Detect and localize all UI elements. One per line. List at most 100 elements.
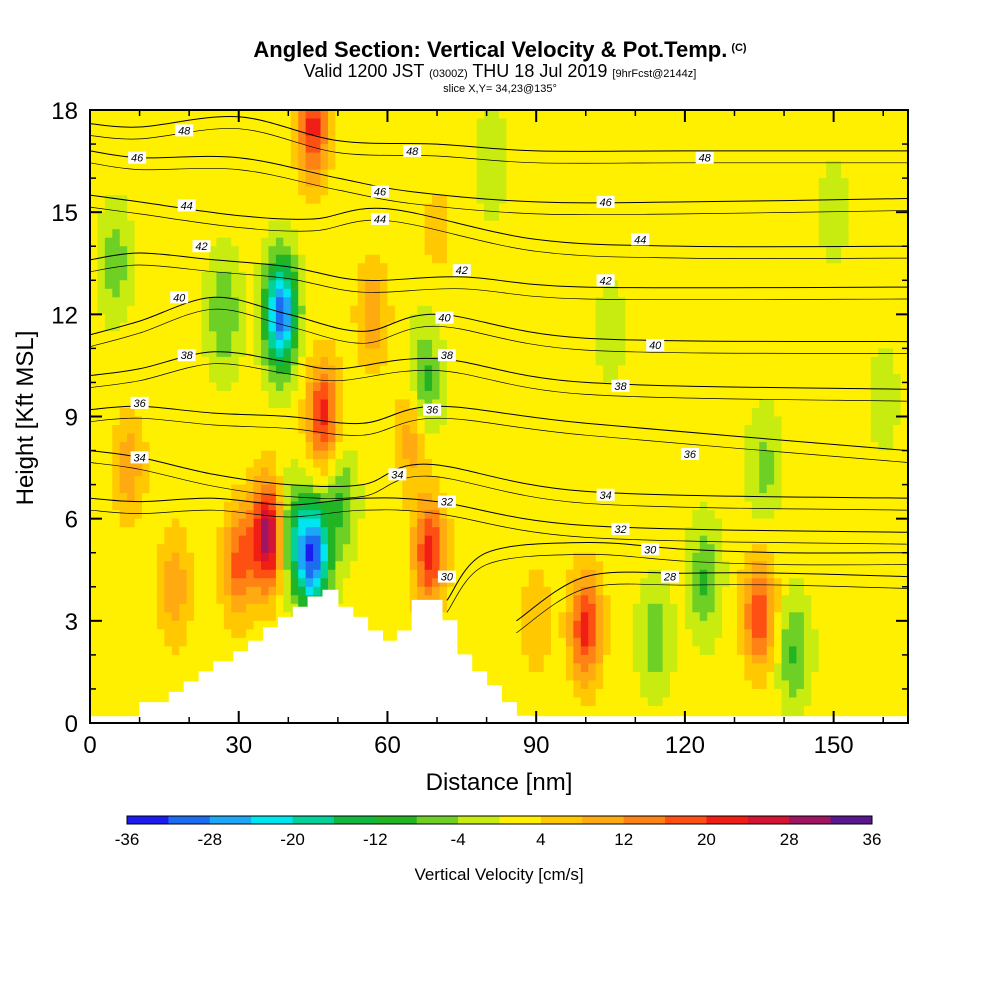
heatmap-cell — [365, 127, 374, 137]
heatmap-cell — [513, 518, 522, 528]
heatmap-cell — [238, 186, 247, 196]
heatmap-cell — [97, 127, 106, 137]
heatmap-cell — [134, 373, 143, 384]
heatmap-cell — [342, 212, 351, 222]
heatmap-cell — [461, 442, 470, 452]
heatmap-cell — [142, 365, 151, 375]
heatmap-cell — [424, 229, 433, 239]
heatmap-cell — [290, 254, 299, 264]
heatmap-cell — [491, 178, 500, 188]
heatmap-cell — [149, 127, 158, 137]
heatmap-cell — [573, 629, 582, 639]
heatmap-cell — [342, 169, 351, 179]
heatmap-cell — [342, 382, 351, 392]
heatmap-cell — [446, 510, 455, 520]
heatmap-cell — [127, 688, 136, 699]
heatmap-cell — [327, 288, 336, 298]
heatmap-cell — [551, 135, 560, 145]
chart-title-block: Angled Section: Vertical Velocity & Pot.… — [0, 36, 1000, 96]
heatmap-cell — [149, 442, 158, 452]
heatmap-cell — [506, 135, 515, 145]
heatmap-cell — [283, 263, 292, 273]
heatmap-cell — [417, 442, 426, 452]
heatmap-cell — [238, 407, 247, 418]
heatmap-cell — [179, 586, 188, 596]
heatmap-cell — [476, 603, 485, 613]
heatmap-cell — [565, 271, 574, 281]
heatmap-cell — [461, 425, 470, 435]
heatmap-cell — [119, 688, 128, 699]
heatmap-cell — [97, 263, 106, 273]
heatmap-cell — [409, 535, 418, 545]
heatmap-cell — [417, 535, 426, 545]
heatmap-cell — [201, 629, 210, 639]
heatmap-cell — [387, 178, 396, 188]
heatmap-cell — [506, 450, 515, 460]
heatmap-cell — [253, 178, 262, 188]
heatmap-cell — [342, 450, 351, 460]
heatmap-cell — [402, 612, 411, 622]
heatmap-cell — [142, 280, 151, 290]
heatmap-cell — [380, 586, 389, 596]
heatmap-cell — [506, 110, 515, 120]
heatmap-cell — [521, 118, 530, 128]
heatmap-cell — [558, 697, 567, 707]
heatmap-cell — [484, 178, 493, 188]
heatmap-cell — [97, 501, 106, 511]
heatmap-cell — [320, 459, 329, 469]
heatmap-cell — [446, 288, 455, 298]
heatmap-cell — [142, 305, 151, 315]
heatmap-cell — [565, 637, 574, 647]
heatmap-cell — [588, 280, 597, 290]
heatmap-cell — [335, 356, 344, 367]
heatmap-cell — [558, 288, 567, 298]
heatmap-cell — [231, 254, 240, 264]
heatmap-cell — [261, 169, 270, 179]
heatmap-cell — [499, 433, 508, 443]
heatmap-cell — [394, 569, 403, 579]
heatmap-cell — [469, 552, 478, 562]
heatmap-cell — [201, 118, 210, 128]
heatmap-cell — [394, 510, 403, 520]
heatmap-cell — [394, 620, 403, 630]
heatmap-cell — [432, 450, 441, 460]
heatmap-cell — [424, 127, 433, 137]
heatmap-cell — [528, 237, 537, 247]
heatmap-cell — [283, 459, 292, 469]
heatmap-cell — [528, 680, 537, 690]
heatmap-cell — [580, 459, 589, 469]
heatmap-cell — [491, 246, 500, 256]
heatmap-cell — [90, 535, 99, 545]
heatmap-cell — [119, 425, 128, 435]
heatmap-cell — [305, 110, 314, 120]
heatmap-cell — [112, 144, 121, 154]
heatmap-cell — [469, 629, 478, 639]
heatmap-cell — [409, 127, 418, 137]
heatmap-cell — [104, 390, 113, 401]
heatmap-cell — [313, 178, 322, 188]
heatmap-cell — [536, 365, 545, 375]
heatmap-cell — [350, 212, 359, 222]
heatmap-cell — [521, 442, 530, 452]
heatmap-cell — [164, 416, 173, 426]
heatmap-cell — [253, 578, 262, 588]
heatmap-cell — [595, 654, 604, 664]
heatmap-cell — [208, 178, 218, 188]
heatmap-cell — [402, 365, 411, 375]
heatmap-cell — [521, 612, 530, 622]
heatmap-cell — [536, 110, 545, 120]
heatmap-cell — [506, 314, 515, 324]
heatmap-cell — [417, 561, 426, 571]
heatmap-cell — [372, 595, 381, 605]
heatmap-cell — [432, 373, 441, 384]
heatmap-cell — [134, 484, 143, 494]
heatmap-cell — [327, 314, 336, 324]
heatmap-cell — [588, 646, 597, 656]
heatmap-cell — [454, 467, 463, 477]
heatmap-cell — [528, 322, 537, 332]
heatmap-cell — [335, 493, 344, 503]
heatmap-cell — [127, 493, 136, 503]
heatmap-cell — [521, 705, 530, 716]
heatmap-cell — [513, 612, 522, 622]
heatmap-cell — [588, 663, 597, 673]
